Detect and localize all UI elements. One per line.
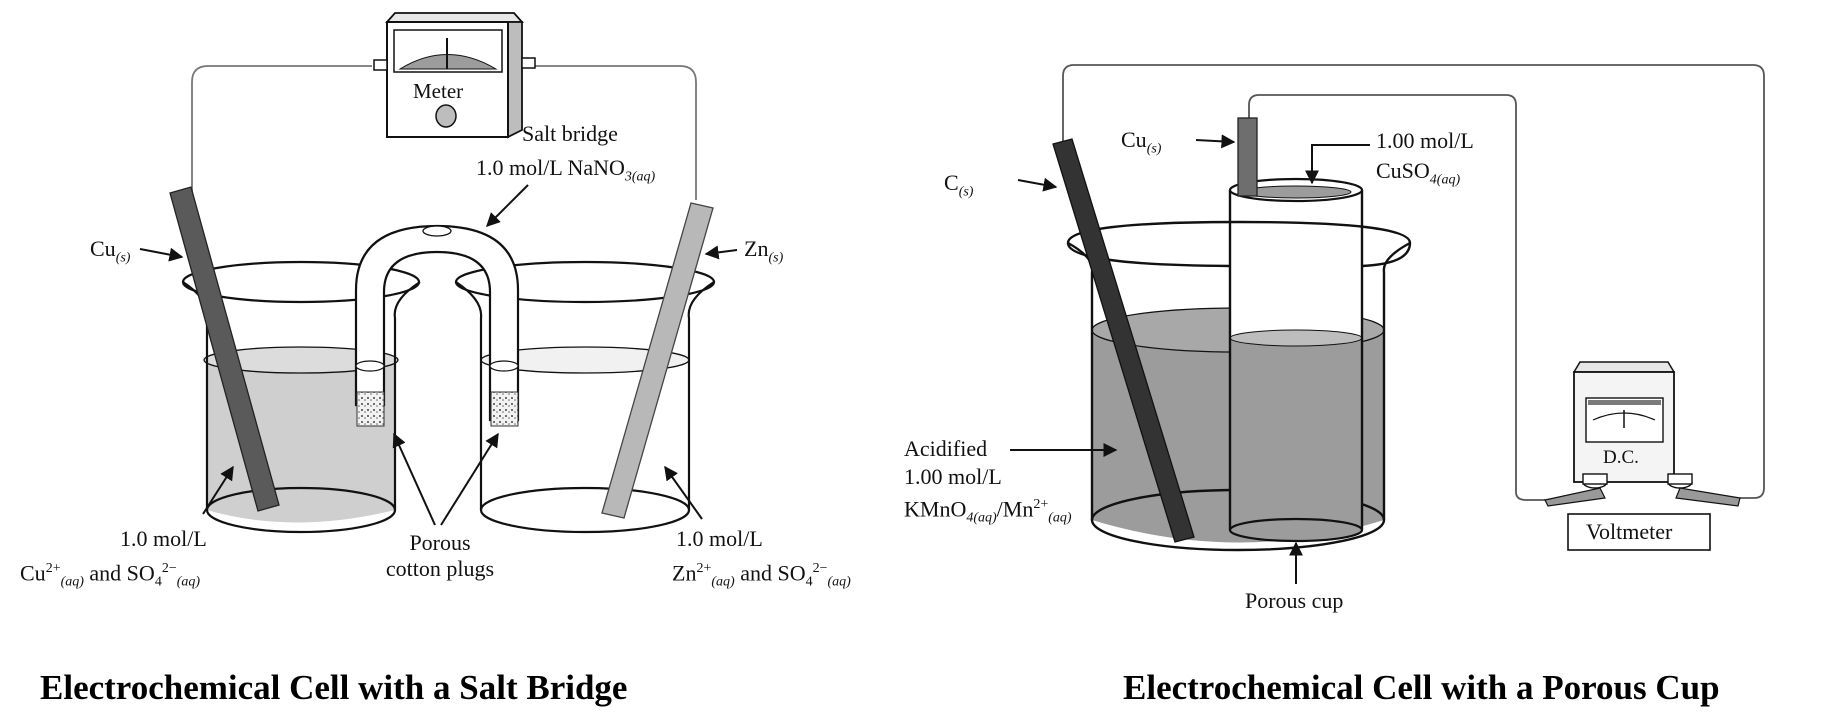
right-external-wire [518, 65, 697, 200]
cuso4-arrow [1305, 144, 1370, 185]
right-solution-concentration: 1.0 mol/L [676, 526, 763, 551]
voltmeter [1544, 361, 1741, 551]
dc-label: D.C. [1603, 447, 1639, 468]
permanganate-label-line1: Acidified [904, 436, 988, 461]
salt-bridge-solution-label: 1.0 mol/L NaNO3(aq) [476, 155, 656, 185]
left-external-wire [191, 65, 372, 195]
zinc-electrode [601, 202, 714, 519]
porous-cup-label: Porous cup [1245, 588, 1344, 613]
right-plug-arrow [440, 432, 499, 526]
salt-bridge-tube [354, 224, 520, 422]
porous-cup-cell [1010, 64, 1765, 584]
copper-electrode-label-cup: Cu(s) [1121, 127, 1162, 157]
permanganate-label-line3: KMnO4(aq)/Mn2+(aq) [904, 496, 1072, 526]
meter-label: Meter [413, 79, 464, 103]
left-solution-concentration: 1.0 mol/L [120, 526, 207, 551]
zn-electrode-arrow [704, 245, 738, 260]
zinc-beaker [454, 260, 716, 534]
right-solution-ions: Zn2+(aq) and SO42−(aq) [672, 560, 851, 590]
zinc-electrode-label: Zn(s) [744, 236, 784, 266]
cuso4-concentration: 1.00 mol/L [1376, 128, 1474, 153]
carbon-electrode [1052, 138, 1195, 543]
permanganate-label-line2: 1.00 mol/L [904, 464, 1002, 489]
copper-electrode-label: Cu(s) [90, 236, 131, 266]
salt-bridge-cell [139, 12, 738, 534]
porous-cup [1228, 177, 1364, 543]
left-solution-arrow [202, 465, 234, 515]
copper-electrode-cup [1237, 117, 1258, 197]
left-plug-arrow [392, 432, 436, 526]
voltmeter-label: Voltmeter [1586, 519, 1673, 544]
carbon-electrode-label: C(s) [944, 170, 974, 200]
copper-wire [1248, 94, 1545, 501]
salt-bridge-arrow [486, 184, 529, 227]
left-cotton-plug [356, 391, 385, 427]
right-solution-arrow [664, 465, 703, 520]
cu-electrode-arrow [139, 247, 184, 262]
left-solution-ions: Cu2+(aq) and SO42−(aq) [20, 560, 201, 590]
copper-arrow [1195, 134, 1236, 149]
copper-electrode [169, 186, 280, 512]
carbon-wire [1062, 64, 1765, 499]
carbon-arrow [1017, 177, 1058, 192]
meter [373, 12, 536, 139]
porous-plugs-label: Porous cotton plugs [385, 530, 495, 581]
salt-bridge-caption: Electrochemical Cell with a Salt Bridge [40, 668, 628, 707]
salt-bridge-label: Salt bridge [522, 121, 618, 146]
cuso4-formula: CuSO4(aq) [1376, 158, 1461, 188]
right-cotton-plug [490, 391, 519, 427]
porous-cup-caption: Electrochemical Cell with a Porous Cup [1123, 668, 1720, 707]
